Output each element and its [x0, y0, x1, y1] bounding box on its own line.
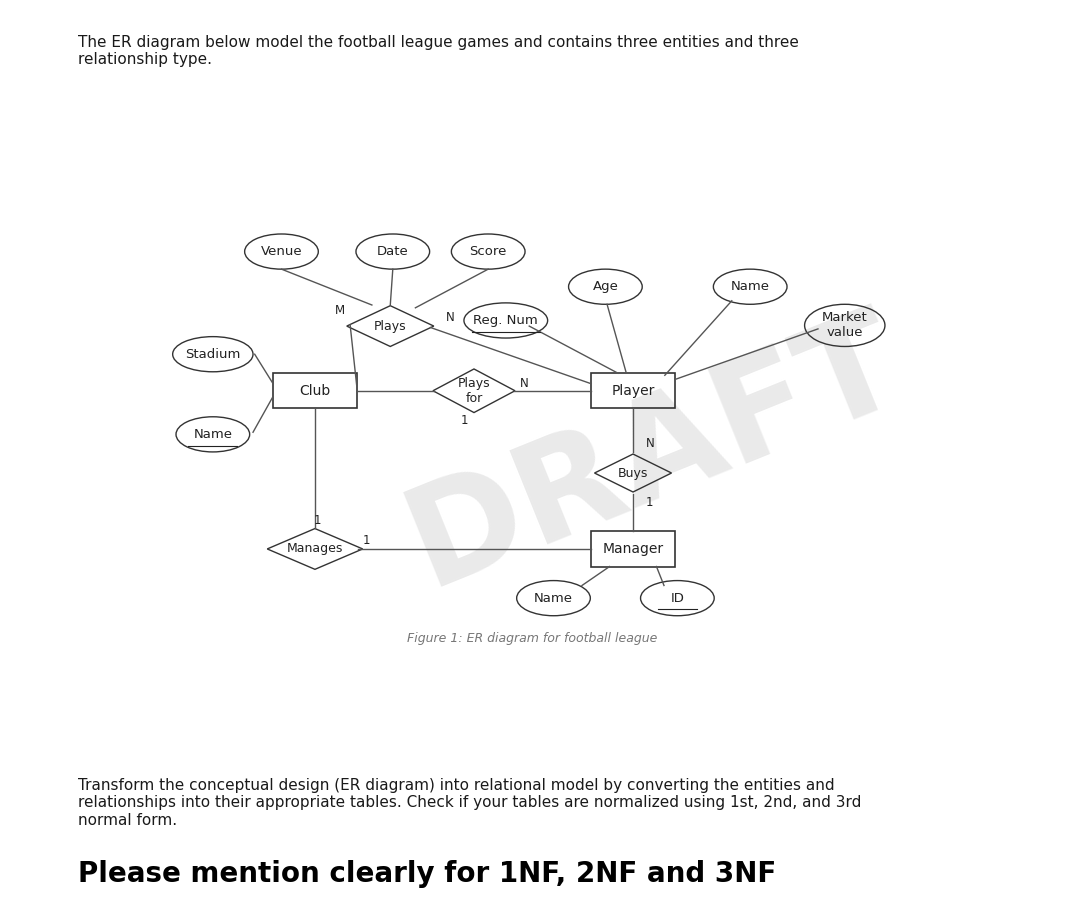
Text: Figure 1: ER diagram for football league: Figure 1: ER diagram for football league: [407, 632, 658, 645]
Text: N: N: [519, 377, 528, 390]
Text: Plays: Plays: [374, 320, 406, 332]
Text: Manages: Manages: [287, 542, 343, 555]
Text: M: M: [335, 304, 346, 317]
Text: 1: 1: [460, 414, 468, 426]
Text: Buys: Buys: [618, 467, 648, 479]
Text: 1: 1: [363, 534, 370, 547]
Text: Age: Age: [593, 280, 619, 293]
Text: Player: Player: [611, 383, 654, 398]
Text: ID: ID: [671, 592, 685, 604]
Text: Club: Club: [299, 383, 330, 398]
Text: Name: Name: [193, 428, 232, 441]
Text: Name: Name: [731, 280, 770, 293]
Text: DRAFT: DRAFT: [388, 294, 920, 614]
Text: 1: 1: [646, 496, 653, 509]
Text: 1: 1: [313, 514, 321, 528]
Text: Venue: Venue: [260, 245, 302, 258]
Text: Stadium: Stadium: [185, 348, 241, 361]
Text: Reg. Num: Reg. Num: [473, 314, 538, 327]
Text: Date: Date: [377, 245, 408, 258]
Text: Transform the conceptual design (ER diagram) into relational model by converting: Transform the conceptual design (ER diag…: [78, 778, 861, 828]
Text: Plays
for: Plays for: [458, 377, 490, 404]
Text: Manager: Manager: [603, 542, 663, 556]
Text: N: N: [646, 437, 654, 450]
Text: N: N: [446, 311, 455, 324]
Text: The ER diagram below model the football league games and contains three entities: The ER diagram below model the football …: [78, 35, 798, 67]
Text: Please mention clearly for 1NF, 2NF and 3NF: Please mention clearly for 1NF, 2NF and …: [78, 860, 777, 888]
Text: Score: Score: [470, 245, 507, 258]
Text: Name: Name: [534, 592, 573, 604]
Text: Market
value: Market value: [822, 311, 867, 340]
